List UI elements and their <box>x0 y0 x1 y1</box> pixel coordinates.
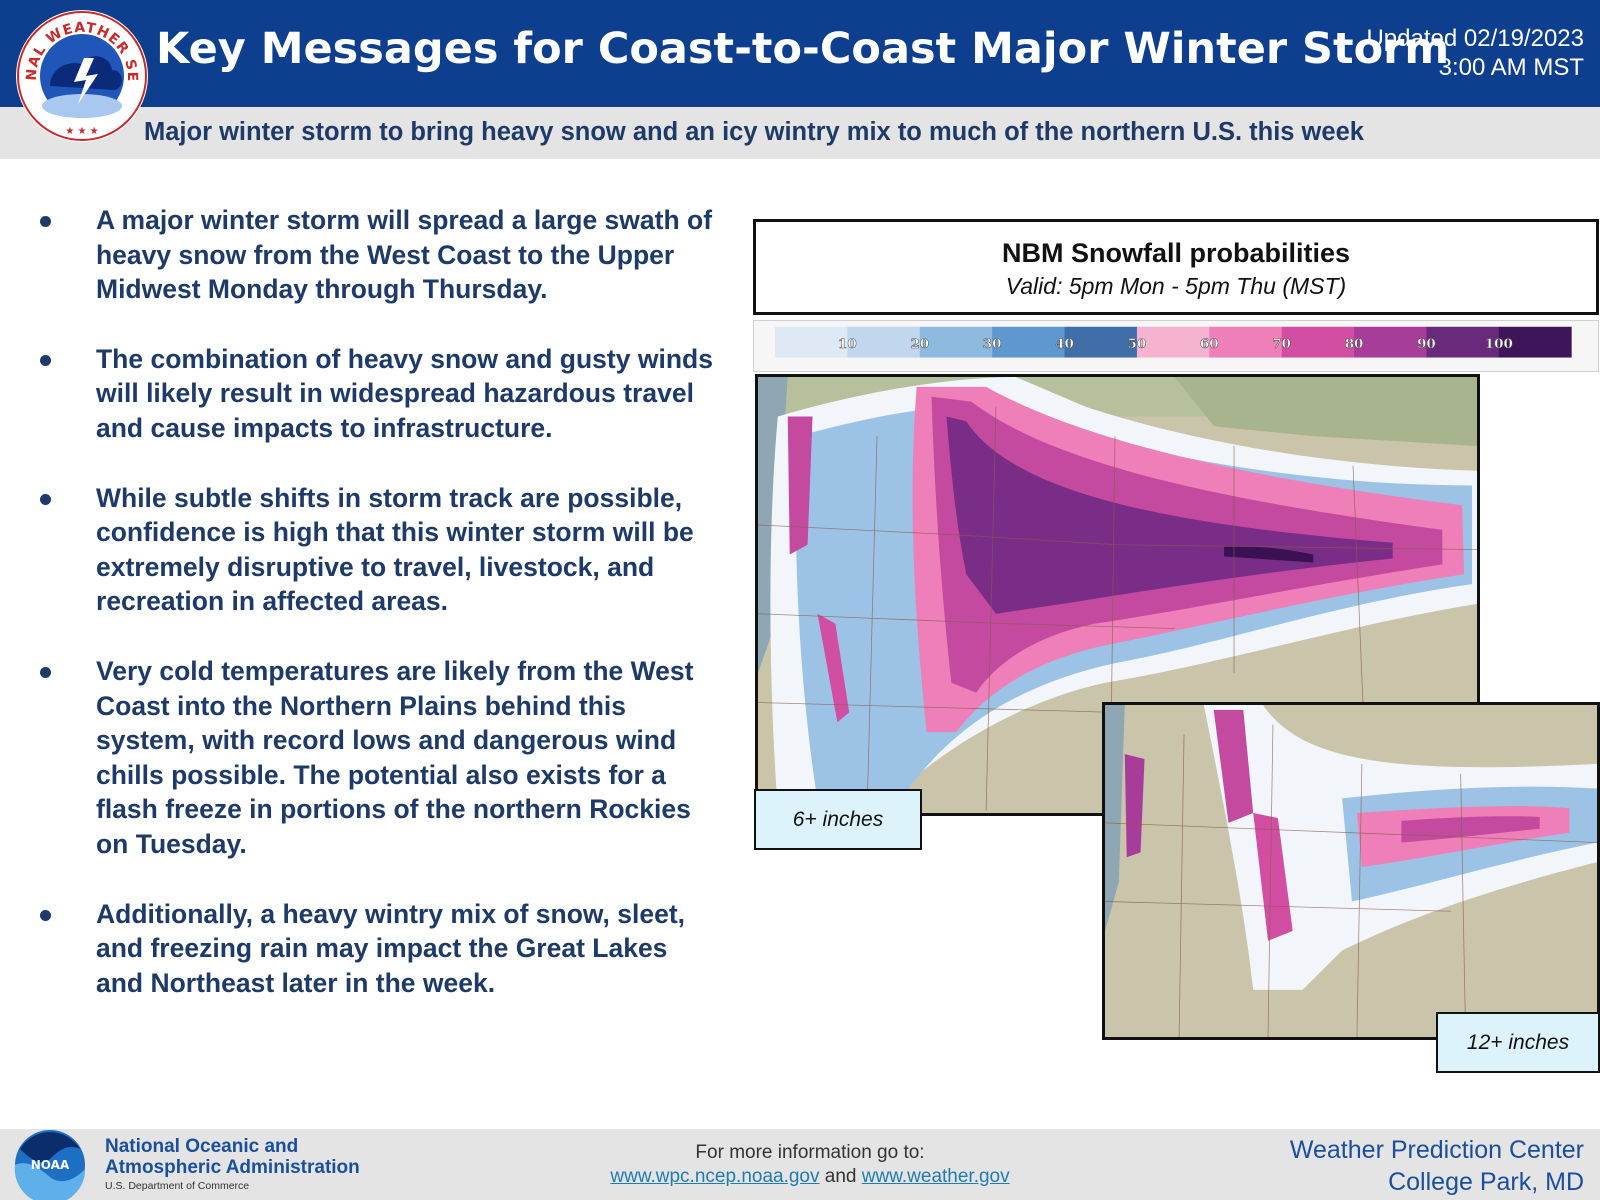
key-message-text: The combination of heavy snow and gusty … <box>96 343 713 443</box>
bullet-icon <box>40 354 51 366</box>
noaa-name-line2: Atmospheric Administration <box>105 1157 360 1178</box>
noaa-name: National Oceanic and Atmospheric Adminis… <box>105 1136 360 1178</box>
map-label-6in: 6+ inches <box>754 789 922 850</box>
noaa-logo-text: NOAA <box>31 1158 70 1172</box>
colorbar-segment <box>1136 326 1210 358</box>
colorbar-label: 20 <box>910 336 929 352</box>
key-messages-list: A major winter storm will spread a large… <box>36 203 716 1035</box>
bullet-icon <box>40 666 51 678</box>
wpc-location: College Park, MD <box>1388 1168 1584 1196</box>
more-info: For more information go to: www.wpc.ncep… <box>560 1141 1060 1189</box>
wpc-link[interactable]: www.wpc.ncep.noaa.gov <box>610 1166 820 1187</box>
bullet-icon <box>40 493 51 505</box>
more-info-label: For more information go to: <box>695 1142 925 1163</box>
key-message-item: A major winter storm will spread a large… <box>36 203 716 307</box>
key-message-item: The combination of heavy snow and gusty … <box>36 342 716 446</box>
key-message-text: A major winter storm will spread a large… <box>96 205 713 305</box>
colorbar-label: 30 <box>983 336 1002 352</box>
bullet-icon <box>40 909 51 921</box>
colorbar-segment <box>1498 326 1572 358</box>
updated-date: Updated 02/19/2023 <box>1366 25 1584 52</box>
colorbar-segment <box>1426 326 1500 358</box>
subtitle-bar <box>0 107 1600 159</box>
nws-logo-icon: NATIONAL WEATHER SERVICE ★ ★ ★ <box>14 8 148 142</box>
colorbar-segment <box>1281 326 1355 358</box>
colorbar-label: 50 <box>1128 336 1147 352</box>
wpc-name: Weather Prediction Center <box>1289 1136 1584 1164</box>
header-bar <box>0 0 1600 107</box>
noaa-department: U.S. Department of Commerce <box>105 1180 250 1192</box>
map-valid-period: Valid: 5pm Mon - 5pm Thu (MST) <box>1005 273 1347 299</box>
key-message-item: Additionally, a heavy wintry mix of snow… <box>36 897 716 1001</box>
colorbar-label: 80 <box>1345 336 1364 352</box>
colorbar-label: 90 <box>1417 336 1436 352</box>
colorbar-segment <box>1209 326 1283 358</box>
key-message-text: Additionally, a heavy wintry mix of snow… <box>96 898 686 998</box>
updated-timestamp: Updated 02/19/2023 3:00 AM MST <box>1366 24 1584 82</box>
page-title: Key Messages for Coast-to-Coast Major Wi… <box>156 24 1450 74</box>
colorbar-label: 10 <box>838 336 857 352</box>
noaa-name-line1: National Oceanic and <box>105 1136 299 1157</box>
colorbar-label: 60 <box>1200 336 1219 352</box>
svg-text:★ ★ ★: ★ ★ ★ <box>65 126 98 137</box>
colorbar-segment <box>919 326 993 358</box>
colorbar-segment <box>992 326 1066 358</box>
key-message-item: Very cold temperatures are likely from t… <box>36 654 716 862</box>
page-subtitle: Major winter storm to bring heavy snow a… <box>144 118 1364 146</box>
noaa-logo-icon: NOAA <box>14 1130 85 1200</box>
probability-colorbar: 10 20 30 40 50 60 70 80 90 100 <box>753 320 1599 372</box>
colorbar-label: 40 <box>1055 336 1074 352</box>
key-message-text: Very cold temperatures are likely from t… <box>96 655 694 859</box>
colorbar-segment <box>847 326 921 358</box>
colorbar-label: 70 <box>1272 336 1291 352</box>
snowfall-map-12in <box>1102 702 1600 1040</box>
footer-bar <box>0 1129 1600 1200</box>
map-title-box: NBM Snowfall probabilities Valid: 5pm Mo… <box>753 219 1599 315</box>
map-label-12in: 12+ inches <box>1436 1012 1600 1073</box>
map-title: NBM Snowfall probabilities <box>1001 238 1351 268</box>
and-text: and <box>824 1166 857 1187</box>
key-message-item: While subtle shifts in storm track are p… <box>36 481 716 619</box>
weather-gov-link[interactable]: www.weather.gov <box>861 1166 1010 1187</box>
colorbar-segment <box>775 326 848 358</box>
bullet-icon <box>40 216 51 227</box>
colorbar-label: 100 <box>1485 336 1513 352</box>
colorbar-segment <box>1354 326 1427 358</box>
updated-time: 3:00 AM MST <box>1438 54 1584 81</box>
key-message-text: While subtle shifts in storm track are p… <box>96 482 694 617</box>
colorbar-segment <box>1064 326 1138 358</box>
wpc-credit: Weather Prediction Center College Park, … <box>1290 1134 1584 1198</box>
